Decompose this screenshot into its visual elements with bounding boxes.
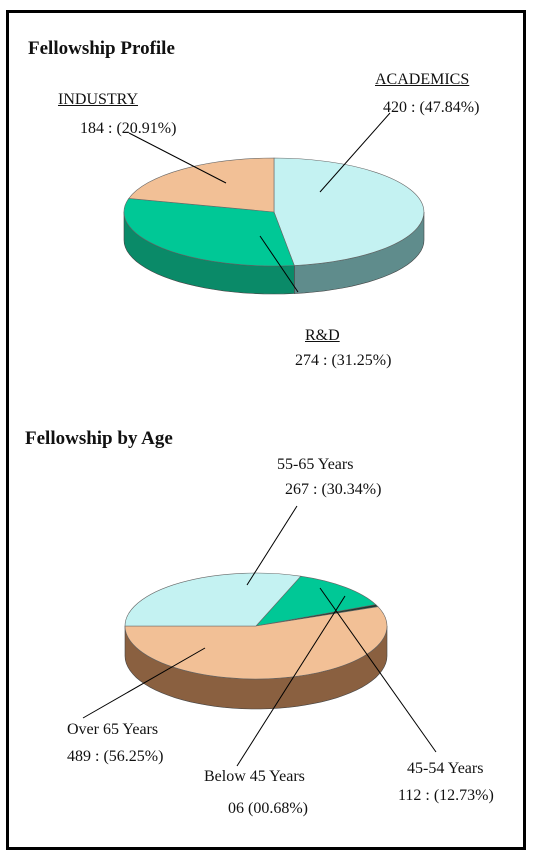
chart2-value-below-45: 06 (00.68%) (228, 800, 308, 817)
chart2-value-over-65: 489 : (56.25%) (67, 748, 164, 765)
chart1-label-industry: INDUSTRY (58, 91, 139, 108)
chart2-leader-line (246, 505, 298, 586)
figure-frame (6, 10, 526, 850)
chart1-label-academics: ACADEMICS (375, 71, 470, 88)
chart1-slice-r-d (123, 198, 295, 267)
chart1-leader-line (128, 132, 227, 184)
chart2-leader-line (82, 647, 206, 719)
chart2-slice-over-65-years (124, 606, 388, 680)
chart1-value-rd: 274 : (31.25%) (295, 352, 392, 369)
chart1-label-rd: R&D (305, 327, 340, 344)
chart1-slice-academics (273, 157, 425, 266)
chart1-title: Fellowship Profile (28, 38, 175, 59)
chart2-label-below-45: Below 45 Years (204, 768, 305, 785)
chart1-leader-line (319, 112, 391, 193)
chart2-value-45-54: 112 : (12.73%) (398, 787, 494, 804)
chart2-label-over-65: Over 65 Years (67, 721, 159, 738)
chart1-leader-line (259, 235, 299, 293)
chart2-label-55-65: 55-65 Years (277, 456, 354, 473)
chart1-slice-industry (128, 157, 275, 213)
chart2-slice-45-54-years (255, 575, 377, 627)
chart2-leader-line (236, 595, 346, 767)
chart2-value-55-65: 267 : (30.34%) (285, 481, 382, 498)
chart2-title: Fellowship by Age (25, 428, 173, 449)
chart2-slice-55-65-years (124, 572, 302, 627)
chart2-leader-line (319, 587, 437, 753)
chart1-value-academics: 420 : (47.84%) (383, 99, 480, 116)
chart2-label-45-54: 45-54 Years (407, 760, 484, 777)
chart1-value-industry: 184 : (20.91%) (80, 120, 177, 137)
